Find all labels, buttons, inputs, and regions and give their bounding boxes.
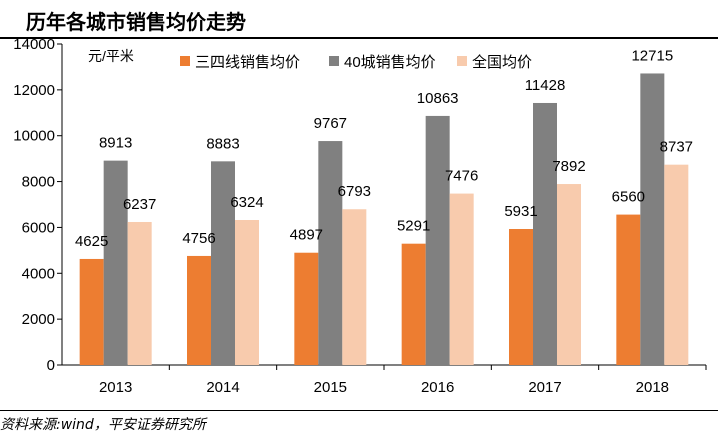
y-tick-label: 12000 (13, 82, 55, 99)
data-label: 12715 (631, 47, 673, 64)
bar-全国均价-2016 (449, 193, 474, 365)
bar-全国均价-2013 (127, 221, 152, 365)
data-label: 7892 (552, 158, 585, 175)
y-tick-label: 0 (47, 357, 55, 374)
bars-group (79, 73, 689, 366)
bar-三四线销售均价-2015 (294, 252, 319, 365)
x-tick-label: 2014 (206, 379, 239, 396)
bar-三四线销售均价-2018 (616, 214, 641, 365)
data-label: 4897 (290, 227, 323, 244)
bar-chart: 元/平米 0 2000 4000 6000 8000 10000 12000 14000 46… (13, 36, 707, 396)
legend-label: 40城销售均价 (344, 54, 436, 71)
bar-全国均价-2018 (664, 164, 689, 365)
legend-swatch (329, 56, 339, 66)
data-label: 6560 (612, 189, 645, 206)
legend: 三四线销售均价 40城销售均价 全国均价 (180, 53, 532, 71)
source-note: 资料来源:wind，平安证券研究所 (0, 417, 206, 433)
bar-40城销售均价-2015 (318, 141, 343, 365)
data-label: 11428 (525, 77, 566, 94)
data-label: 8737 (660, 139, 693, 156)
x-tick-label: 2018 (636, 379, 669, 396)
data-label: 4756 (182, 230, 215, 247)
bar-全国均价-2017 (557, 184, 581, 365)
y-axis-unit-label: 元/平米 (88, 48, 134, 64)
bar-三四线销售均价-2013 (79, 258, 104, 365)
data-label: 6324 (230, 194, 263, 211)
legend-label: 三四线销售均价 (195, 54, 300, 71)
bar-全国均价-2014 (235, 219, 259, 365)
y-tick-label: 14000 (13, 36, 55, 53)
bar-三四线销售均价-2016 (401, 243, 426, 365)
bar-40城销售均价-2017 (533, 102, 557, 365)
data-label: 5931 (504, 203, 537, 220)
y-tick-label: 2000 (22, 311, 55, 328)
bar-40城销售均价-2016 (425, 115, 450, 365)
data-label: 8883 (206, 135, 239, 152)
y-tick-label: 6000 (22, 219, 55, 236)
x-tick-label: 2015 (314, 379, 347, 396)
chart-title: 历年各城市销售均价走势 (26, 10, 246, 34)
data-label: 9767 (314, 115, 347, 132)
source-rule (0, 410, 718, 411)
legend-swatch (457, 56, 467, 66)
x-tick-label: 2013 (99, 379, 132, 396)
data-label: 4625 (75, 233, 108, 250)
title-underline (0, 37, 718, 39)
data-label: 7476 (445, 168, 478, 185)
bar-三四线销售均价-2014 (187, 255, 211, 365)
data-label: 5291 (397, 218, 430, 235)
y-tick-label: 4000 (22, 265, 55, 282)
bar-40城销售均价-2018 (640, 73, 665, 366)
bar-全国均价-2015 (342, 209, 367, 365)
y-tick-label: 10000 (13, 128, 55, 145)
data-label: 6237 (123, 196, 156, 213)
data-label: 6793 (338, 183, 371, 200)
bar-40城销售均价-2013 (103, 160, 128, 365)
data-label: 8913 (99, 135, 132, 152)
bar-40城销售均价-2014 (211, 161, 235, 365)
data-labels-group: 4625 8913 6237 4756 8883 6324 4897 9767 6793 5291… (75, 47, 693, 249)
y-axis-ticks: 0 2000 4000 6000 8000 10000 12000 14000 (13, 36, 62, 374)
data-label: 10863 (417, 90, 459, 107)
x-tick-label: 2017 (528, 379, 561, 396)
legend-swatch (180, 56, 190, 66)
y-tick-label: 8000 (22, 174, 55, 191)
x-axis-tick-labels: 2013 2014 2015 2016 2017 2018 (99, 365, 707, 396)
x-tick-label: 2016 (421, 379, 454, 396)
bar-三四线销售均价-2017 (509, 229, 533, 365)
legend-label: 全国均价 (472, 53, 532, 71)
